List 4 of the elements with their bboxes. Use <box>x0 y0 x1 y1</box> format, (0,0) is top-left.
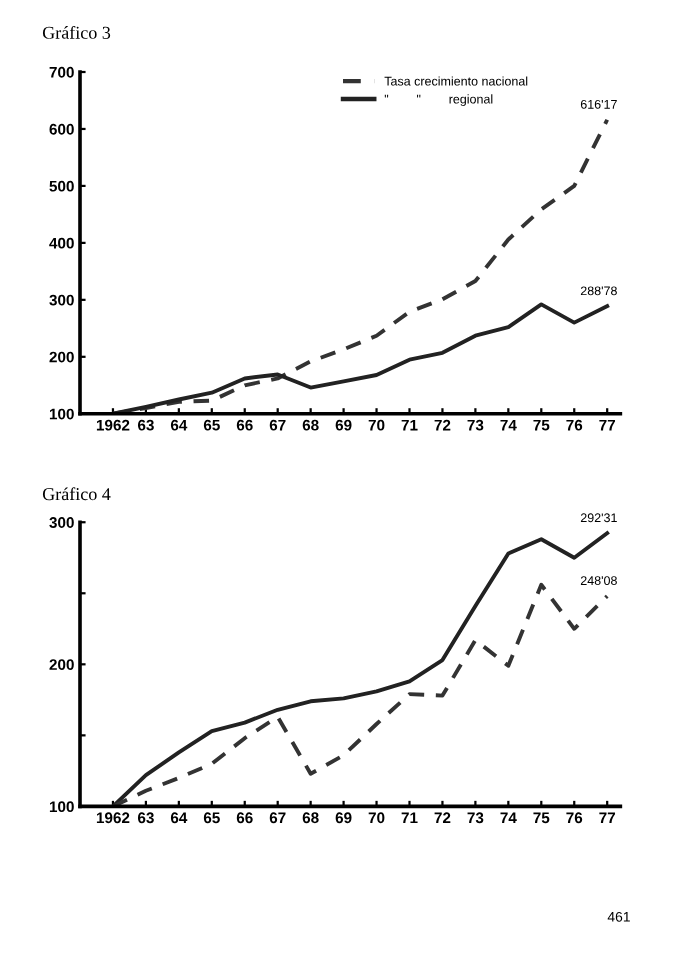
chart-title: Gráfico 3 <box>42 25 111 39</box>
line-series <box>111 582 610 807</box>
chart-title: Gráfico 4 <box>42 487 111 501</box>
line-series <box>111 302 610 414</box>
